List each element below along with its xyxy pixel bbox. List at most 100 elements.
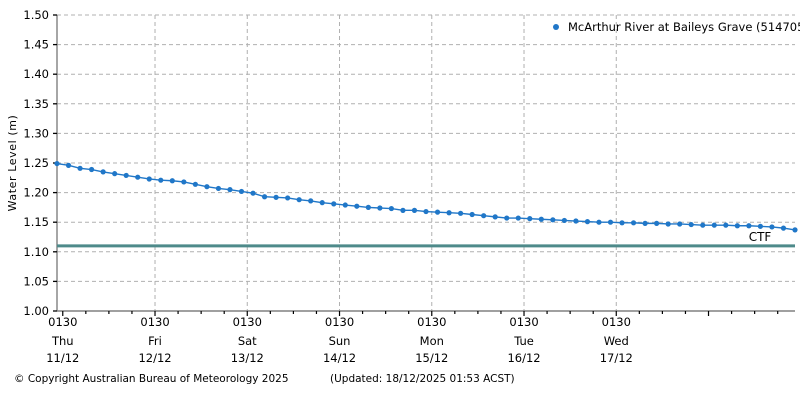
x-tick-label-date: 12/12 — [138, 351, 171, 365]
data-point — [596, 219, 602, 225]
data-point — [227, 187, 233, 193]
data-series-group — [54, 160, 798, 233]
y-tick-label: 1.45 — [23, 38, 49, 52]
x-tick-label-day: Wed — [604, 334, 629, 348]
x-tick-label-date: 13/12 — [231, 351, 264, 365]
y-tick-label: 1.10 — [23, 245, 49, 259]
x-tick-label-date: 16/12 — [507, 351, 540, 365]
data-point — [757, 223, 764, 229]
x-tick-label-date: 14/12 — [323, 351, 356, 365]
data-point — [342, 202, 348, 208]
data-point — [434, 209, 441, 215]
data-point — [607, 219, 614, 225]
footer-updated: (Updated: 18/12/2025 01:53 ACST) — [330, 373, 515, 385]
data-point — [261, 194, 268, 200]
data-point — [296, 197, 302, 203]
y-tick-label: 1.00 — [23, 304, 49, 318]
data-point — [723, 222, 729, 228]
gridlines — [57, 14, 795, 311]
data-point — [538, 216, 544, 222]
y-axis-title: Water Level (m) — [6, 115, 19, 212]
legend-marker — [553, 24, 559, 30]
data-point — [457, 210, 464, 216]
data-point — [481, 213, 487, 219]
data-point — [77, 165, 83, 171]
data-point — [308, 198, 314, 204]
y-tick-label: 1.05 — [23, 274, 49, 288]
data-point — [711, 222, 717, 228]
data-point — [700, 222, 706, 228]
data-point — [365, 204, 371, 210]
data-point — [169, 178, 175, 184]
data-point — [135, 174, 141, 180]
data-point — [630, 220, 637, 226]
data-point — [654, 220, 660, 226]
x-tick-label-time: 0130 — [602, 315, 631, 329]
data-point — [492, 214, 498, 220]
data-point — [561, 217, 567, 224]
data-point — [446, 210, 452, 216]
x-tick-label-time: 0130 — [509, 315, 538, 329]
x-tick-label-date: 15/12 — [415, 351, 448, 365]
data-point — [158, 177, 164, 183]
data-point — [204, 184, 210, 190]
data-point — [192, 181, 198, 187]
data-point — [215, 185, 222, 192]
legend-label: McArthur River at Baileys Grave (514705) — [568, 20, 800, 34]
y-tick-label: 1.50 — [23, 8, 49, 22]
data-point — [515, 215, 521, 221]
footer-copyright: © Copyright Australian Bureau of Meteoro… — [14, 373, 289, 385]
data-point — [354, 203, 360, 209]
y-tick-label: 1.15 — [23, 215, 49, 229]
ctf-threshold-line: CTF — [57, 230, 795, 248]
data-point — [734, 223, 740, 229]
data-point — [112, 171, 118, 177]
x-tick-label-day: Tue — [513, 334, 534, 348]
data-point — [550, 217, 556, 223]
data-point — [746, 223, 752, 229]
data-point — [642, 220, 648, 226]
data-point — [238, 188, 245, 195]
data-point — [619, 220, 625, 226]
data-point — [423, 208, 429, 215]
chart-legend: McArthur River at Baileys Grave (514705) — [553, 20, 800, 34]
data-point — [388, 205, 395, 212]
x-tick-label-day: Thu — [51, 334, 74, 348]
data-point — [469, 211, 475, 218]
data-point — [146, 176, 152, 182]
y-tick-label: 1.40 — [23, 67, 49, 81]
data-point — [769, 224, 775, 230]
data-point — [319, 200, 325, 206]
data-point — [688, 221, 694, 228]
y-tick-label: 1.20 — [23, 186, 49, 200]
data-point — [504, 215, 510, 221]
data-point — [780, 225, 787, 231]
x-tick-label-day: Sun — [329, 334, 351, 348]
y-axis-ticks — [53, 14, 57, 312]
data-point — [377, 205, 383, 211]
data-point — [677, 221, 683, 227]
x-tick-label-day: Fri — [148, 334, 162, 348]
x-tick-label-day: Mon — [420, 334, 444, 348]
x-tick-label-time: 0130 — [140, 315, 169, 329]
data-point — [100, 169, 106, 175]
y-tick-label: 1.30 — [23, 126, 49, 140]
x-tick-label-time: 0130 — [48, 315, 77, 329]
data-point — [400, 207, 406, 213]
data-point — [88, 166, 95, 173]
data-point — [273, 194, 279, 200]
data-point — [665, 221, 671, 227]
data-point — [250, 190, 256, 196]
data-point — [123, 172, 129, 179]
data-point — [792, 227, 798, 233]
x-tick-label-day: Sat — [238, 334, 257, 348]
y-tick-label: 1.25 — [23, 156, 49, 170]
ctf-label: CTF — [749, 230, 772, 244]
data-point — [411, 207, 418, 213]
x-tick-label-time: 0130 — [233, 315, 262, 329]
data-point — [54, 160, 60, 167]
x-axis-ticks — [62, 311, 779, 316]
x-axis-tick-labels: 0130 Thu 11/12 0130 Fri 12/12 0130 Sat 13/12 0130… — [46, 315, 633, 365]
